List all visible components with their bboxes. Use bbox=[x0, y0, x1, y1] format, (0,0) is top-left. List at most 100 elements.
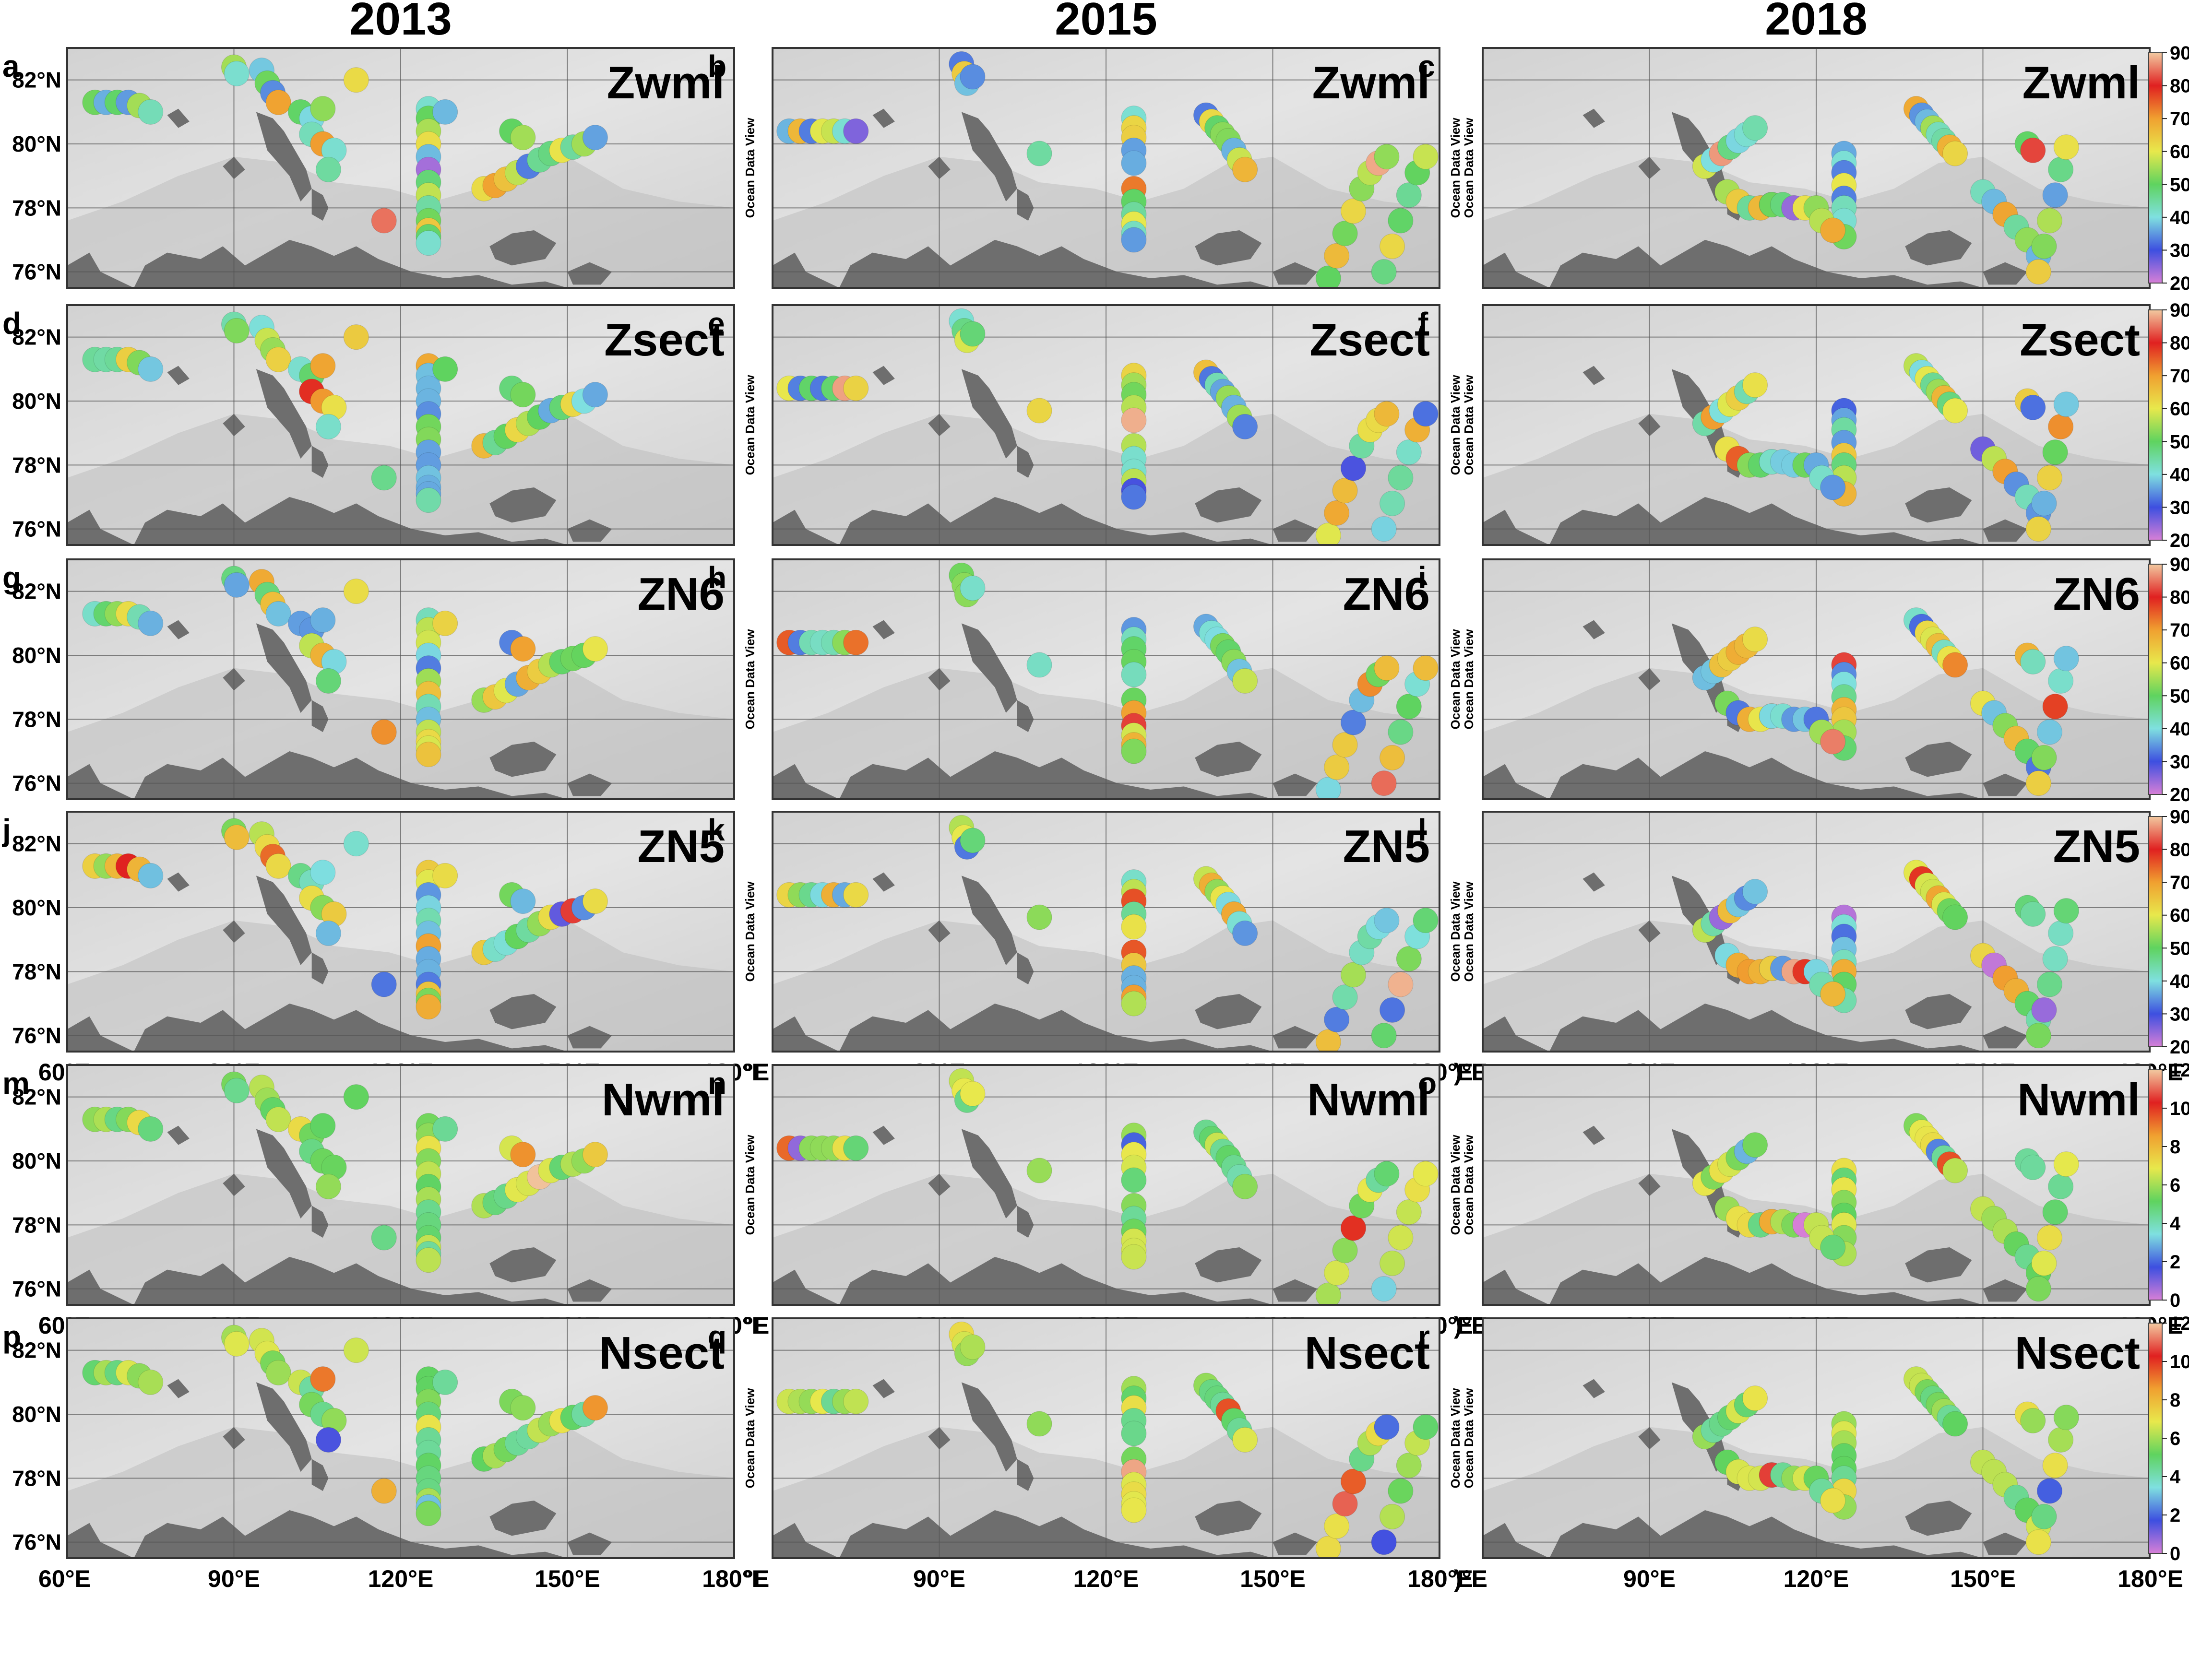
variable-label: Zsect bbox=[604, 314, 725, 366]
station-dot bbox=[1332, 732, 1358, 758]
station-dot bbox=[1026, 398, 1052, 424]
station-dot bbox=[432, 863, 458, 888]
panel-frame bbox=[66, 1317, 735, 1559]
variable-label: Nwml bbox=[2017, 1074, 2140, 1125]
lat-tick-label: 82°N bbox=[12, 68, 61, 93]
odv-watermark: Ocean Data View bbox=[743, 1388, 757, 1489]
land-mass bbox=[256, 1129, 312, 1219]
station-dot bbox=[1324, 1513, 1350, 1539]
land-mass bbox=[1273, 519, 1318, 542]
station-dot bbox=[416, 1247, 441, 1273]
station-dot bbox=[1121, 738, 1147, 764]
station-dot bbox=[1121, 227, 1147, 253]
map-area bbox=[67, 48, 734, 288]
land-mass bbox=[961, 623, 1017, 713]
station-dot bbox=[582, 1395, 608, 1421]
station-dot bbox=[2042, 439, 2068, 465]
station-dot bbox=[315, 1427, 341, 1453]
station-dot bbox=[416, 742, 441, 768]
station-dot bbox=[315, 1173, 341, 1199]
station-dot bbox=[1332, 1491, 1358, 1517]
station-dot bbox=[1396, 439, 1422, 465]
land-mass bbox=[1983, 1026, 2028, 1049]
map-area bbox=[67, 1065, 734, 1305]
station-dot bbox=[2042, 946, 2068, 972]
station-dot bbox=[2025, 1023, 2051, 1049]
panel-letter: l bbox=[1418, 813, 1427, 847]
land-mass bbox=[1017, 700, 1034, 732]
station-dot bbox=[2020, 394, 2046, 420]
station-dot bbox=[843, 629, 869, 655]
lon-tick-label: 120°E bbox=[1784, 1565, 1849, 1592]
map-area bbox=[773, 812, 1440, 1052]
land-mass bbox=[489, 230, 557, 266]
station-dot bbox=[343, 1084, 369, 1110]
station-dot bbox=[1942, 1411, 1968, 1437]
land-mass bbox=[167, 620, 190, 639]
colorbar-tick-label: 30 bbox=[2170, 1004, 2189, 1025]
station-dot bbox=[315, 668, 341, 694]
colorbar-gradient bbox=[2148, 1323, 2163, 1554]
station-dot bbox=[2048, 1427, 2074, 1453]
land-mass bbox=[1549, 240, 1983, 288]
station-dot bbox=[1026, 1158, 1052, 1183]
map-area bbox=[1483, 1065, 2150, 1305]
station-dot bbox=[1340, 1468, 1366, 1494]
land-mass bbox=[839, 751, 1273, 799]
station-dot bbox=[265, 1106, 291, 1132]
lat-tick-label: 76°N bbox=[12, 260, 61, 284]
land-mass bbox=[489, 994, 557, 1029]
land-mass bbox=[67, 252, 134, 288]
lon-tick-label: )°E bbox=[1454, 1565, 1487, 1592]
land-mass bbox=[567, 519, 612, 542]
lat-tick-label: 76°N bbox=[12, 517, 61, 542]
colorbar-gradient bbox=[2148, 1069, 2163, 1301]
land-mass bbox=[1549, 1510, 1983, 1558]
colorbar-tick-label: 30 bbox=[2170, 240, 2189, 261]
map-area bbox=[773, 48, 1440, 288]
station-dot bbox=[1942, 1158, 1968, 1183]
map-panel-p: Nsect p82°N 80°N 78°N 76°N Ocean Data View 60°… bbox=[2, 1317, 768, 1592]
station-dot bbox=[1121, 484, 1147, 510]
lon-tick-label: 90°E bbox=[913, 1565, 965, 1592]
station-dot bbox=[1820, 729, 1846, 755]
station-dot bbox=[960, 321, 986, 347]
panel-letter: p bbox=[2, 1319, 21, 1354]
panel-letter: d bbox=[2, 306, 21, 341]
station-dot bbox=[510, 888, 536, 914]
land-mass bbox=[489, 1247, 557, 1283]
station-dot bbox=[1232, 920, 1258, 946]
land-mass bbox=[167, 366, 190, 385]
odv-watermark: Ocean Data View bbox=[743, 375, 757, 475]
station-dot bbox=[343, 831, 369, 857]
land-mass bbox=[134, 1257, 568, 1305]
station-dot bbox=[1820, 474, 1846, 500]
station-dot bbox=[582, 382, 608, 408]
station-dot bbox=[1742, 879, 1768, 905]
station-dot bbox=[265, 853, 291, 879]
land-mass bbox=[1582, 366, 1605, 385]
colorbar-tick-label: 20 bbox=[2170, 530, 2189, 551]
land-mass bbox=[1017, 446, 1034, 478]
land-mass bbox=[1195, 742, 1262, 777]
panel-letter: q bbox=[708, 1319, 726, 1354]
map-area bbox=[773, 559, 1440, 799]
station-dot bbox=[432, 1369, 458, 1395]
land-mass bbox=[67, 764, 134, 799]
land-mass bbox=[1905, 742, 1972, 777]
station-dot bbox=[1413, 401, 1439, 427]
station-dot bbox=[582, 125, 608, 151]
odv-watermark: Ocean Data View bbox=[1462, 881, 1476, 982]
panel-letter: i bbox=[1418, 560, 1427, 595]
land-mass bbox=[134, 1510, 568, 1558]
land-mass bbox=[1582, 108, 1605, 128]
panel-frame bbox=[772, 811, 1440, 1053]
colorbar-gradient bbox=[2148, 564, 2163, 795]
land-mass bbox=[1905, 230, 1972, 266]
variable-label: ZN5 bbox=[638, 821, 725, 872]
station-dot bbox=[960, 828, 986, 853]
station-dot bbox=[1324, 1006, 1350, 1032]
station-dot bbox=[2053, 391, 2079, 417]
station-dot bbox=[1121, 150, 1147, 176]
